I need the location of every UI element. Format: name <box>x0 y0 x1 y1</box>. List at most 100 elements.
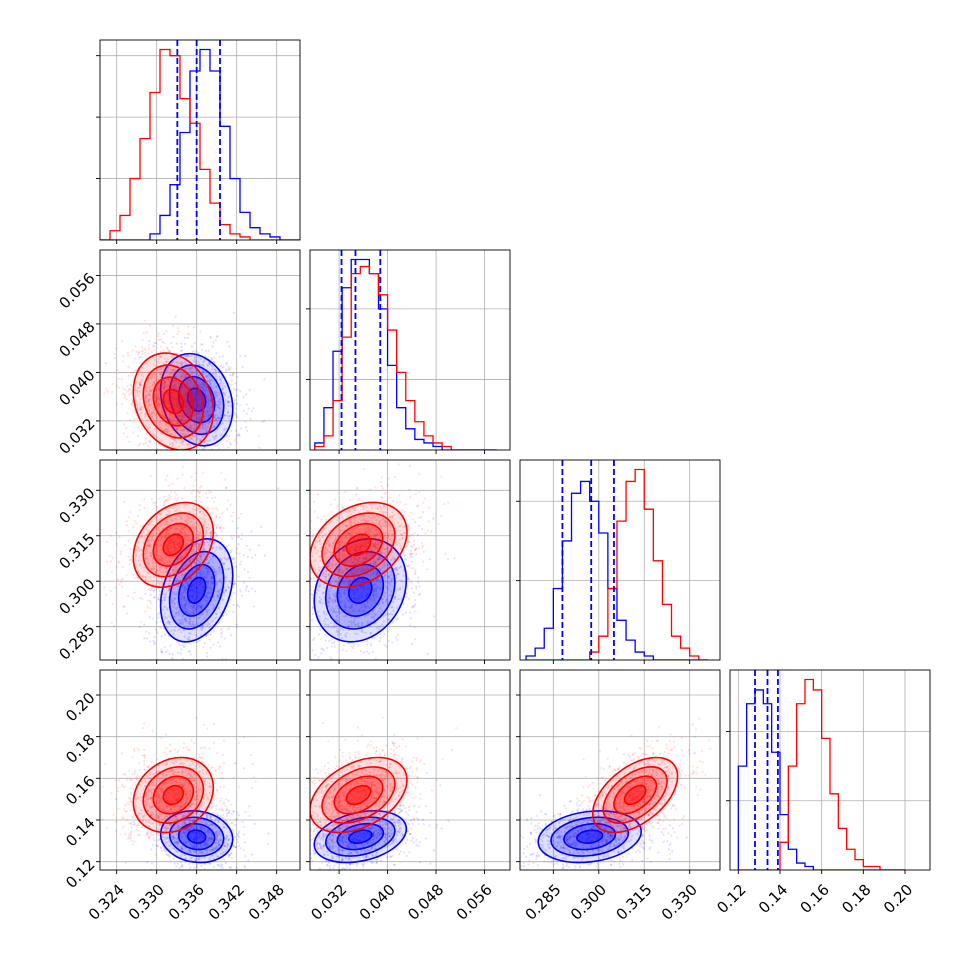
sample-point-series-1 <box>159 411 162 414</box>
sample-point-series-1 <box>197 544 200 547</box>
sample-point-series-0 <box>172 403 176 406</box>
sample-point-series-1 <box>202 441 206 444</box>
sample-point-series-0 <box>210 411 213 414</box>
sample-point-series-1 <box>186 412 189 415</box>
sample-point-series-1 <box>225 546 228 549</box>
sample-point-series-0 <box>225 440 228 443</box>
sample-point-series-1 <box>158 582 161 585</box>
sample-point-series-1 <box>197 381 200 384</box>
sample-point-series-0 <box>172 543 176 546</box>
sample-point-series-1 <box>169 392 172 395</box>
sample-point-series-1 <box>175 543 179 546</box>
sample-point-series-0 <box>204 662 206 664</box>
sample-point-series-1 <box>131 349 134 352</box>
sample-point-series-0 <box>349 606 353 610</box>
sample-point-series-1 <box>128 558 131 562</box>
sample-point-series-1 <box>180 361 183 365</box>
sample-point-series-0 <box>199 554 202 557</box>
sample-point-series-0 <box>209 586 212 589</box>
sample-point-series-1 <box>194 615 197 618</box>
scatter-panel-2-1 <box>306 459 511 664</box>
sample-point-series-1 <box>208 561 212 564</box>
sample-point-series-1 <box>177 407 180 410</box>
sample-point-series-1 <box>178 541 181 544</box>
sample-point-series-1 <box>185 533 188 536</box>
sample-point-series-0 <box>207 398 210 401</box>
sample-point-series-0 <box>188 618 191 621</box>
sample-point-series-0 <box>200 585 203 588</box>
sample-point-series-1 <box>192 548 195 552</box>
sample-point-series-1 <box>216 454 218 456</box>
sample-point-series-0 <box>210 400 213 403</box>
sample-point-series-0 <box>198 578 201 581</box>
sample-point-series-1 <box>152 363 156 366</box>
sample-point-series-1 <box>165 534 168 537</box>
sample-point-series-1 <box>172 507 175 510</box>
sample-point-series-1 <box>174 351 177 354</box>
sample-point-series-1 <box>206 568 209 571</box>
sample-point-series-1 <box>184 393 187 396</box>
sample-point-series-1 <box>215 514 218 518</box>
density-fill-series-1 <box>153 523 194 567</box>
sample-point-series-1 <box>136 514 139 517</box>
sample-point-series-1 <box>203 535 206 538</box>
sample-point-series-1 <box>143 506 147 509</box>
sample-point-series-0 <box>212 607 215 611</box>
sample-point-series-1 <box>162 379 166 382</box>
sample-point-series-0 <box>339 576 342 579</box>
sample-point-series-0 <box>210 565 213 568</box>
histogram-panel-1 <box>306 249 511 454</box>
sample-point-series-0 <box>219 557 222 560</box>
sample-point-series-0 <box>144 412 147 415</box>
sample-point-series-0 <box>198 418 201 422</box>
sample-point-series-0 <box>192 384 195 387</box>
sample-point-series-1 <box>137 444 140 447</box>
sample-point-series-0 <box>168 579 172 582</box>
sample-point-series-1 <box>139 442 142 445</box>
sample-point-series-1 <box>312 533 315 536</box>
sample-point-series-0 <box>245 393 248 396</box>
sample-point-series-1 <box>144 610 147 613</box>
sample-point-series-0 <box>156 396 159 399</box>
sample-point-series-0 <box>365 555 368 558</box>
sample-point-series-1 <box>122 354 125 358</box>
sample-point-series-1 <box>166 418 169 421</box>
sample-point-series-1 <box>157 460 159 462</box>
sample-point-series-1 <box>209 443 212 446</box>
sample-point-series-0 <box>187 407 190 410</box>
sample-point-series-0 <box>204 567 207 570</box>
sample-point-series-0 <box>190 606 194 609</box>
sample-point-series-1 <box>153 372 156 375</box>
sample-point-series-1 <box>197 405 200 409</box>
sample-point-series-1 <box>192 484 195 487</box>
sample-point-series-1 <box>229 419 232 422</box>
sample-point-series-0 <box>412 605 416 608</box>
sample-point-series-1 <box>126 412 129 415</box>
sample-point-series-0 <box>189 369 193 372</box>
sample-point-series-0 <box>390 570 393 573</box>
sample-point-series-0 <box>355 531 358 534</box>
sample-point-series-1 <box>398 463 401 466</box>
sample-point-series-1 <box>176 477 179 480</box>
sample-point-series-1 <box>231 520 234 523</box>
sample-point-series-1 <box>173 398 176 401</box>
sample-point-series-0 <box>226 340 229 343</box>
sample-point-series-1 <box>180 531 183 535</box>
sample-point-series-0 <box>216 334 219 338</box>
sample-point-series-0 <box>356 597 359 600</box>
sample-point-series-0 <box>171 620 174 623</box>
sample-point-series-1 <box>162 332 166 335</box>
sample-point-series-0 <box>181 596 184 599</box>
density-fill-series-1 <box>133 353 214 450</box>
sample-point-series-1 <box>177 536 181 539</box>
sample-point-series-1 <box>199 397 202 401</box>
sample-point-series-0 <box>194 562 197 565</box>
sample-point-series-0 <box>383 594 387 598</box>
sample-point-series-1 <box>193 422 196 425</box>
sample-point-series-1 <box>166 393 169 396</box>
sample-point-series-0 <box>214 369 218 372</box>
sample-point-series-0 <box>179 579 182 582</box>
sample-point-series-0 <box>216 416 219 419</box>
sample-point-series-0 <box>195 586 199 589</box>
sample-point-series-1 <box>158 559 161 562</box>
